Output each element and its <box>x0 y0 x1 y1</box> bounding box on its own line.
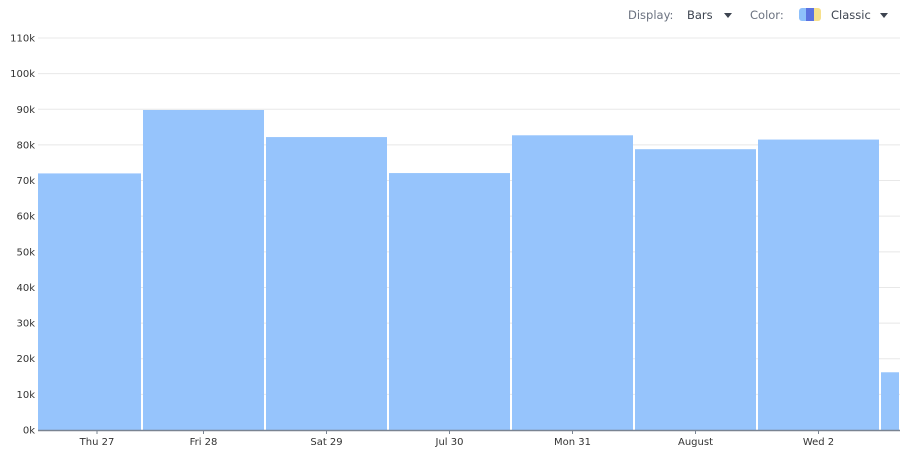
y-tick-label: 110k <box>10 34 35 45</box>
y-tick-label: 60k <box>16 212 35 223</box>
display-chevron-down-icon[interactable] <box>724 13 732 18</box>
bar <box>266 137 387 430</box>
bar <box>512 135 633 430</box>
palette-color-2 <box>806 8 814 21</box>
bar <box>758 139 879 430</box>
bar <box>389 173 510 430</box>
y-tick-label: 0k <box>23 426 35 437</box>
display-select[interactable]: Bars <box>687 8 713 22</box>
y-tick-label: 40k <box>16 283 35 294</box>
palette-color-3 <box>813 8 821 21</box>
x-tick-label: Fri 28 <box>190 437 218 448</box>
y-tick-label: 100k <box>10 69 35 80</box>
bar <box>143 109 264 431</box>
color-label: Color: <box>750 8 784 22</box>
x-tick-label: August <box>678 437 713 448</box>
y-tick-label: 30k <box>16 319 35 330</box>
y-tick-label: 10k <box>16 390 35 401</box>
y-tick-label: 80k <box>16 140 35 151</box>
color-chevron-down-icon[interactable] <box>880 13 888 18</box>
display-label: Display: <box>628 8 674 22</box>
palette-swatch-icon[interactable] <box>799 8 821 21</box>
bar <box>635 149 756 430</box>
y-tick-label: 70k <box>16 176 35 187</box>
color-select[interactable]: Classic <box>831 8 871 22</box>
chart-toolbar: Display: Bars Color: Classic <box>0 0 910 30</box>
x-tick-label: Jul 30 <box>435 437 464 448</box>
y-tick-label: 90k <box>16 105 35 116</box>
y-tick-label: 50k <box>16 247 35 258</box>
y-tick-label: 20k <box>16 354 35 365</box>
x-tick-label: Wed 2 <box>803 437 834 448</box>
x-tick-label: Thu 27 <box>79 437 115 448</box>
palette-color-1 <box>799 8 807 21</box>
bar <box>38 173 141 430</box>
x-tick-label: Sat 29 <box>310 437 342 448</box>
x-tick-label: Mon 31 <box>554 437 591 448</box>
bar <box>881 372 899 430</box>
